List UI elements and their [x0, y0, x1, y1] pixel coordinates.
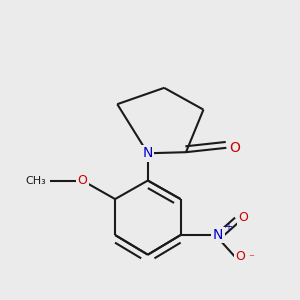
Text: ⁻: ⁻: [248, 254, 254, 263]
Text: N: N: [213, 228, 223, 242]
Text: +: +: [224, 222, 232, 232]
Text: N: N: [142, 146, 153, 160]
Text: O: O: [77, 174, 87, 187]
Text: O: O: [229, 141, 240, 155]
Text: O: O: [235, 250, 245, 263]
Text: CH₃: CH₃: [26, 176, 46, 185]
Text: O: O: [238, 211, 248, 224]
